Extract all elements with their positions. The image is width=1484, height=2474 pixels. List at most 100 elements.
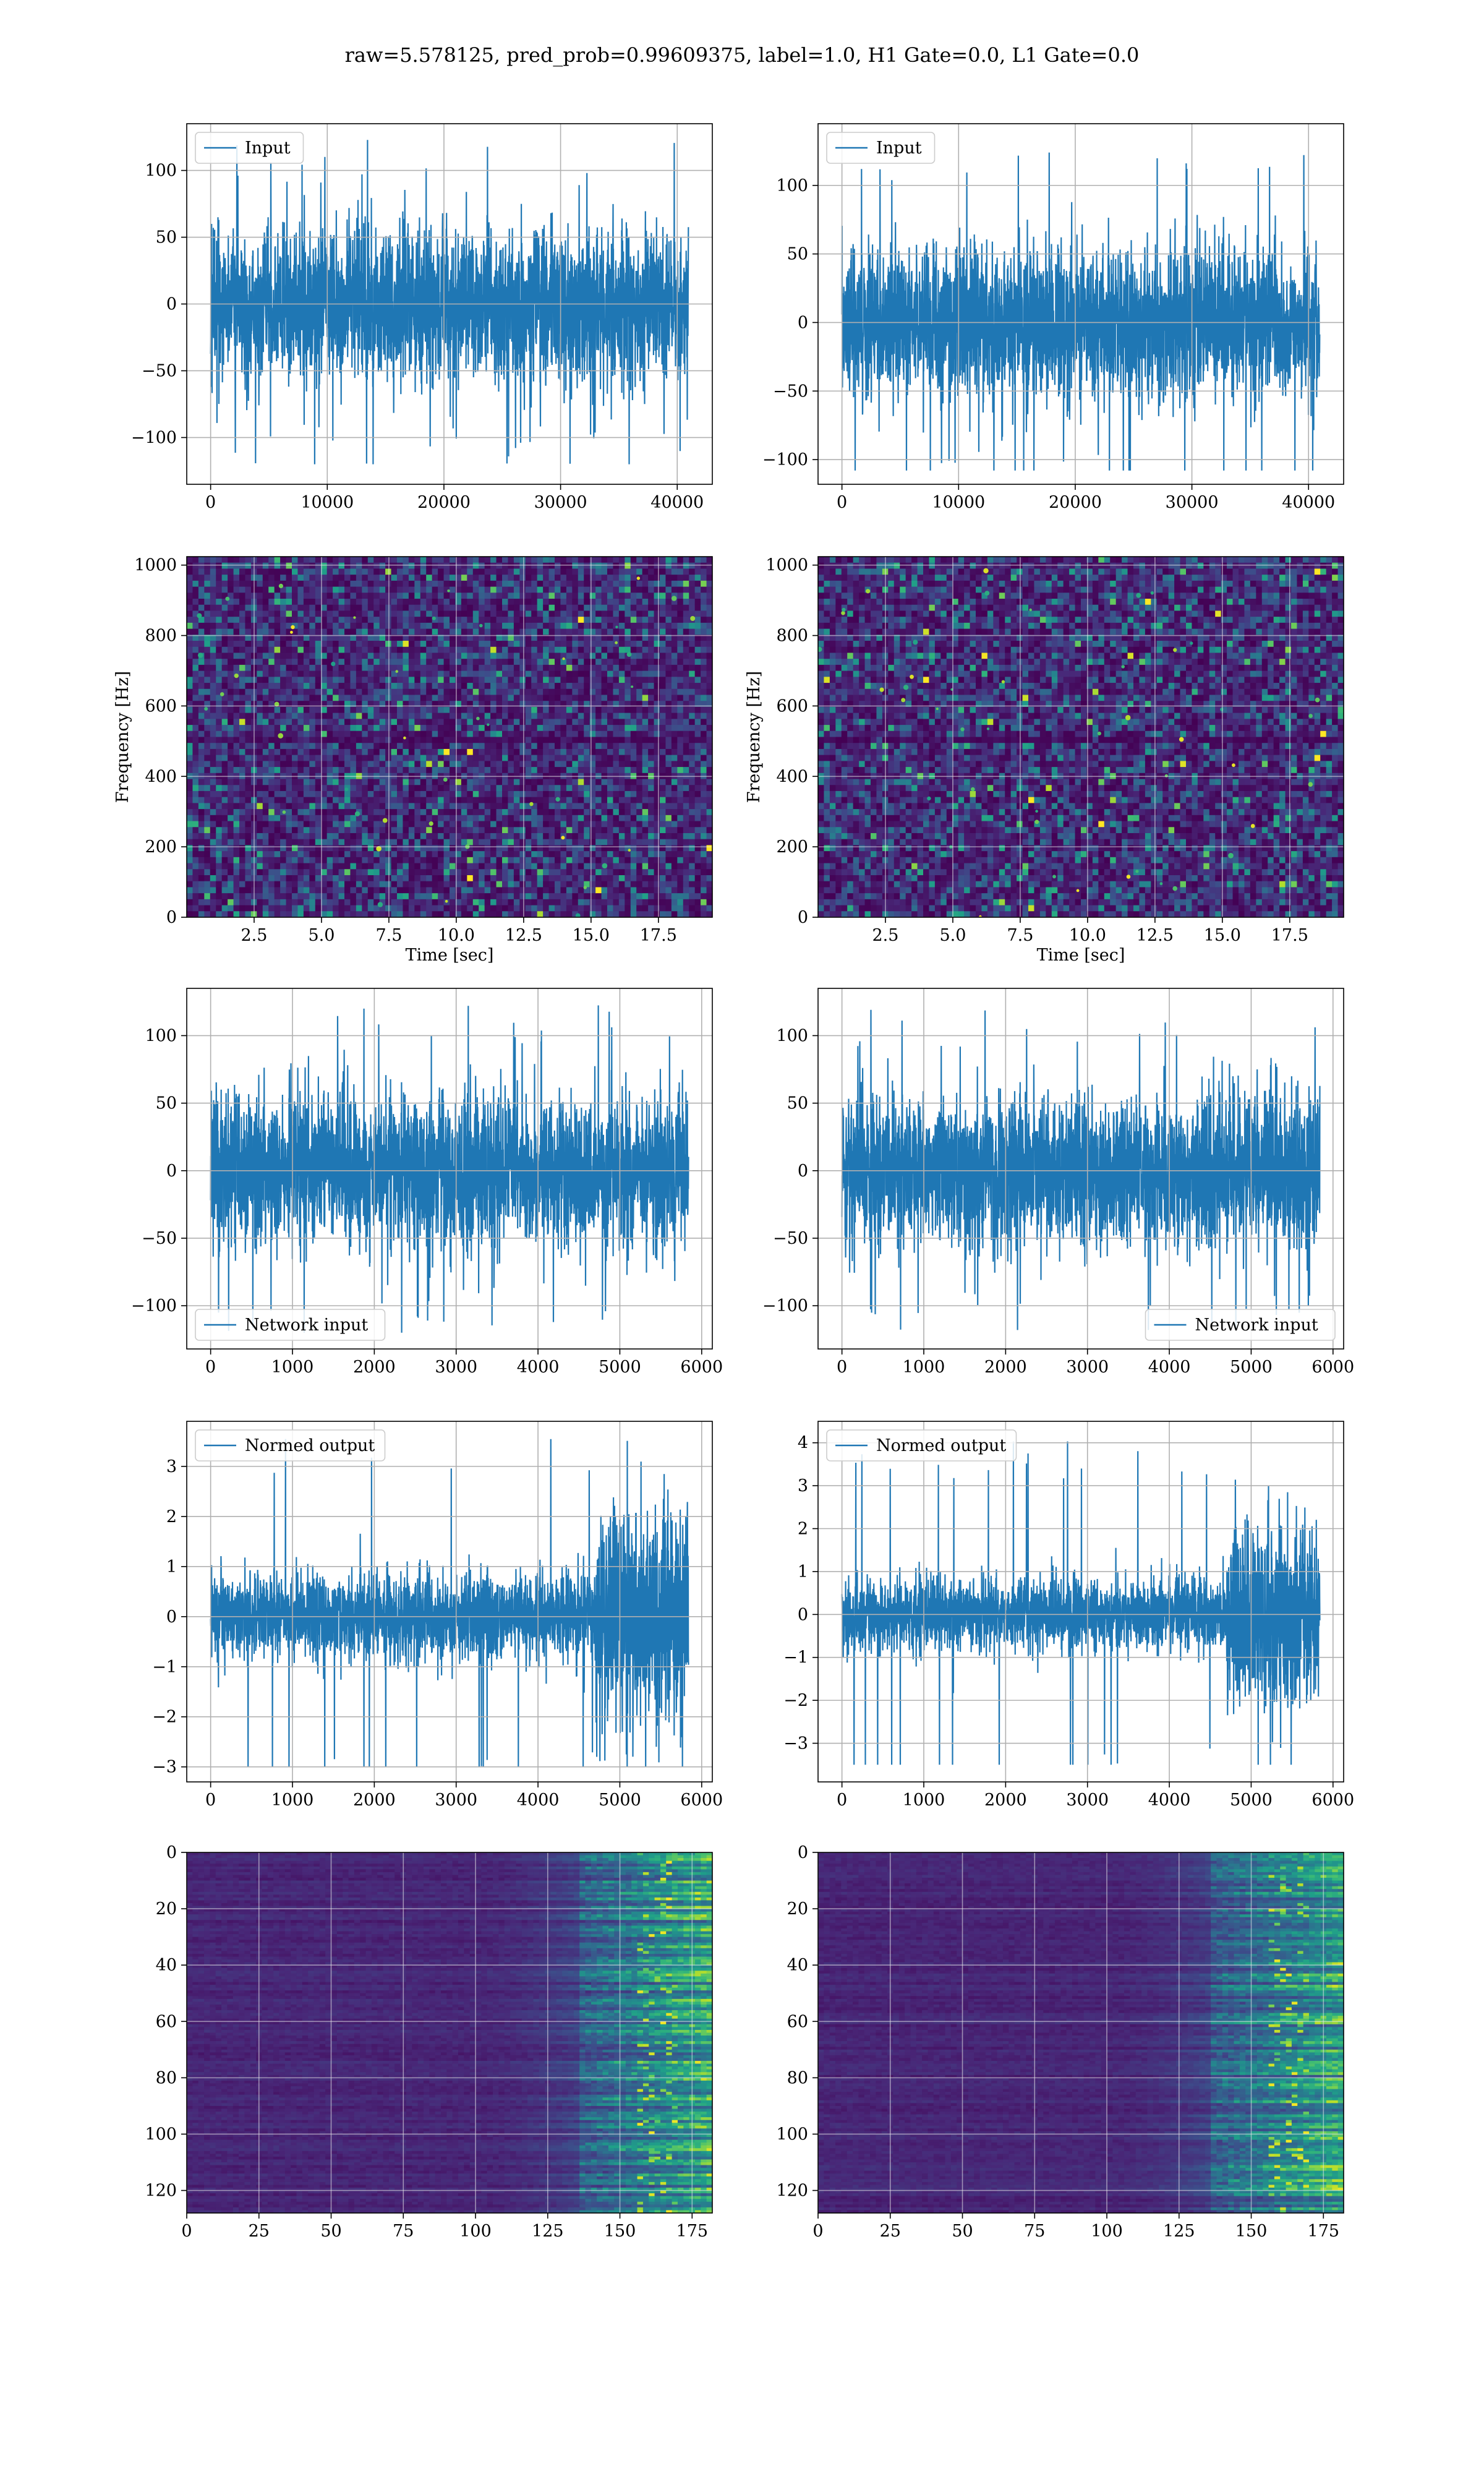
heat-cell — [618, 599, 625, 606]
heat-cell — [204, 646, 211, 654]
heat-cell — [525, 635, 532, 641]
heat-cell — [286, 562, 292, 570]
heat-cell — [228, 815, 234, 822]
heat-cell — [344, 887, 351, 894]
heat-cell — [484, 575, 491, 581]
heat-cell — [443, 730, 450, 738]
heat-cell — [216, 701, 223, 708]
heat-cell — [420, 911, 427, 917]
heat-cell — [584, 730, 591, 738]
heat-cell — [408, 827, 415, 834]
heat-cell — [344, 803, 351, 810]
heat-cell — [210, 646, 216, 654]
heat-cell — [391, 827, 398, 834]
heat-cell — [321, 797, 328, 803]
heat-cell — [397, 677, 404, 683]
heat-cell — [566, 695, 573, 701]
heat-cell — [525, 593, 532, 599]
heat-cell — [204, 617, 211, 623]
heat-cell — [373, 869, 380, 876]
heat-cell — [414, 863, 421, 870]
heat-cell — [461, 599, 467, 606]
heat-cell — [367, 779, 374, 785]
heat-cell — [660, 659, 667, 666]
heat-cell — [548, 785, 555, 792]
heat-cell — [356, 821, 362, 828]
heat-cell — [362, 881, 369, 888]
heat-cell — [572, 790, 579, 798]
heat-cell — [572, 706, 579, 714]
heat-cell — [362, 845, 369, 852]
heat-cell — [221, 803, 228, 810]
heat-cell — [438, 617, 445, 623]
heat-cell — [228, 785, 234, 792]
heat-cell — [472, 839, 479, 845]
heat-cell — [414, 593, 421, 599]
heat-cell — [309, 719, 316, 726]
heat-cell — [560, 869, 567, 876]
heat-cell — [239, 803, 246, 810]
heat-cell — [502, 875, 509, 882]
heat-cell — [578, 790, 584, 798]
heat-cell — [309, 875, 316, 882]
heat-cell — [228, 875, 234, 882]
heat-cell — [286, 911, 292, 917]
heat-cell — [192, 803, 199, 810]
heat-cell — [408, 593, 415, 599]
heat-cell — [455, 670, 462, 677]
heat-cell — [584, 617, 591, 623]
heat-cell — [484, 875, 491, 882]
heat-cell — [555, 593, 561, 599]
heat-cell — [297, 821, 304, 828]
heat-cell — [531, 706, 538, 714]
heat-cell — [513, 821, 520, 828]
heat-cell — [548, 677, 555, 683]
heat-cell — [333, 730, 339, 738]
heat-cell — [204, 653, 211, 659]
heat-cell — [438, 706, 445, 714]
heat-cell — [595, 575, 602, 581]
heat-cell — [420, 580, 427, 588]
heat-cell — [233, 599, 240, 606]
heat-cell — [613, 748, 620, 756]
heat-cell — [548, 562, 555, 570]
heat-cell — [636, 677, 643, 683]
heat-cell — [584, 719, 591, 726]
heat-cell — [601, 911, 608, 917]
heat-cell — [397, 748, 404, 756]
heat-cell — [548, 803, 555, 810]
heat-cell — [192, 911, 199, 917]
heat-cell — [642, 809, 649, 816]
heat-cell — [245, 743, 252, 750]
heat-cell — [303, 755, 310, 761]
heat-cell — [566, 863, 573, 870]
heat-cell — [589, 706, 596, 714]
heat-cell — [245, 887, 252, 894]
heat-cell — [315, 893, 322, 900]
heat-cell — [408, 622, 415, 630]
heat-cell — [636, 646, 643, 654]
heat-cell — [607, 646, 614, 654]
heat-cell — [245, 688, 252, 696]
heat-cell — [373, 706, 380, 714]
heat-cell — [420, 785, 427, 792]
heat-cell — [420, 706, 427, 714]
heat-cell — [490, 664, 497, 672]
heat-cell — [578, 593, 584, 599]
heat-cell — [192, 568, 199, 575]
heat-cell — [321, 809, 328, 816]
heat-cell — [584, 755, 591, 761]
heat-cell — [502, 677, 509, 683]
heat-cell — [187, 881, 194, 888]
heat-cell — [572, 701, 579, 708]
heat-cell — [613, 821, 620, 828]
heat-cell — [338, 899, 345, 906]
heat-cell — [560, 755, 567, 761]
heat-cell — [350, 617, 357, 623]
heat-cell — [245, 899, 252, 906]
heat-cell — [338, 568, 345, 575]
heat-cell — [303, 851, 310, 858]
heat-cell — [297, 599, 304, 606]
heat-cell — [584, 635, 591, 641]
heat-cell — [467, 809, 474, 816]
